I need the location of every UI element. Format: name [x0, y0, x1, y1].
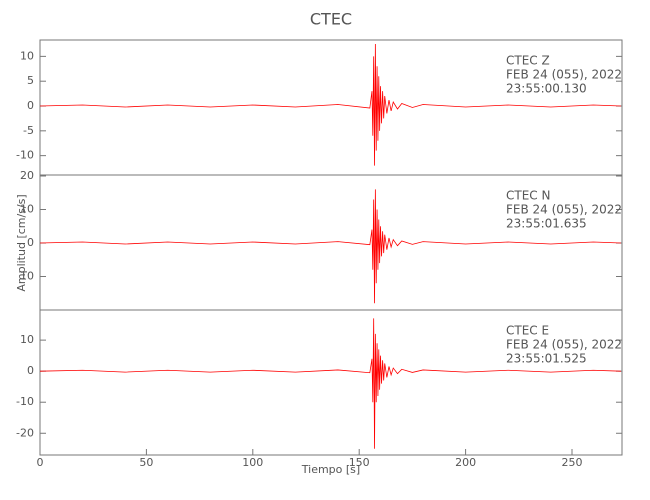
y-tick-label: 20	[20, 169, 34, 182]
annotation: FEB 24 (055), 2022	[506, 338, 622, 352]
x-tick-label: 150	[349, 456, 370, 469]
x-tick-label: 100	[242, 456, 263, 469]
annotation: CTEC Z	[506, 54, 550, 68]
annotation: 23:55:00.130	[506, 82, 587, 96]
x-tick-label: 50	[139, 456, 153, 469]
x-axis-label: Tiempo [s]	[301, 463, 360, 476]
x-tick-label: 0	[37, 456, 44, 469]
y-axis-label: Amplitud [cm/s/s]	[15, 194, 28, 291]
y-tick-label: 0	[27, 99, 34, 112]
annotation: 23:55:01.635	[506, 217, 587, 231]
y-tick-label: -20	[16, 426, 34, 439]
annotation: 23:55:01.525	[506, 352, 587, 366]
y-tick-label: 10	[20, 270, 34, 283]
y-tick-label: 0	[27, 236, 34, 249]
y-tick-label: 10	[20, 333, 34, 346]
y-tick-label: 10	[20, 203, 34, 216]
x-tick-label: 250	[561, 456, 582, 469]
chart-title: CTEC	[310, 10, 352, 29]
waveform	[39, 43, 621, 166]
y-tick-label: -10	[16, 149, 34, 162]
y-tick-label: 0	[27, 364, 34, 377]
waveform	[39, 189, 621, 304]
y-tick-label: -5	[23, 124, 34, 137]
x-tick-label: 200	[455, 456, 476, 469]
annotation: CTEC E	[506, 324, 549, 338]
annotation: CTEC N	[506, 189, 550, 203]
panel-frame	[39, 309, 623, 456]
annotation: FEB 24 (055), 2022	[506, 203, 622, 217]
y-tick-label: -10	[16, 395, 34, 408]
y-tick-label: 5	[27, 74, 34, 87]
annotation: FEB 24 (055), 2022	[506, 68, 622, 82]
waveform	[39, 318, 621, 449]
y-tick-label: 10	[20, 49, 34, 62]
